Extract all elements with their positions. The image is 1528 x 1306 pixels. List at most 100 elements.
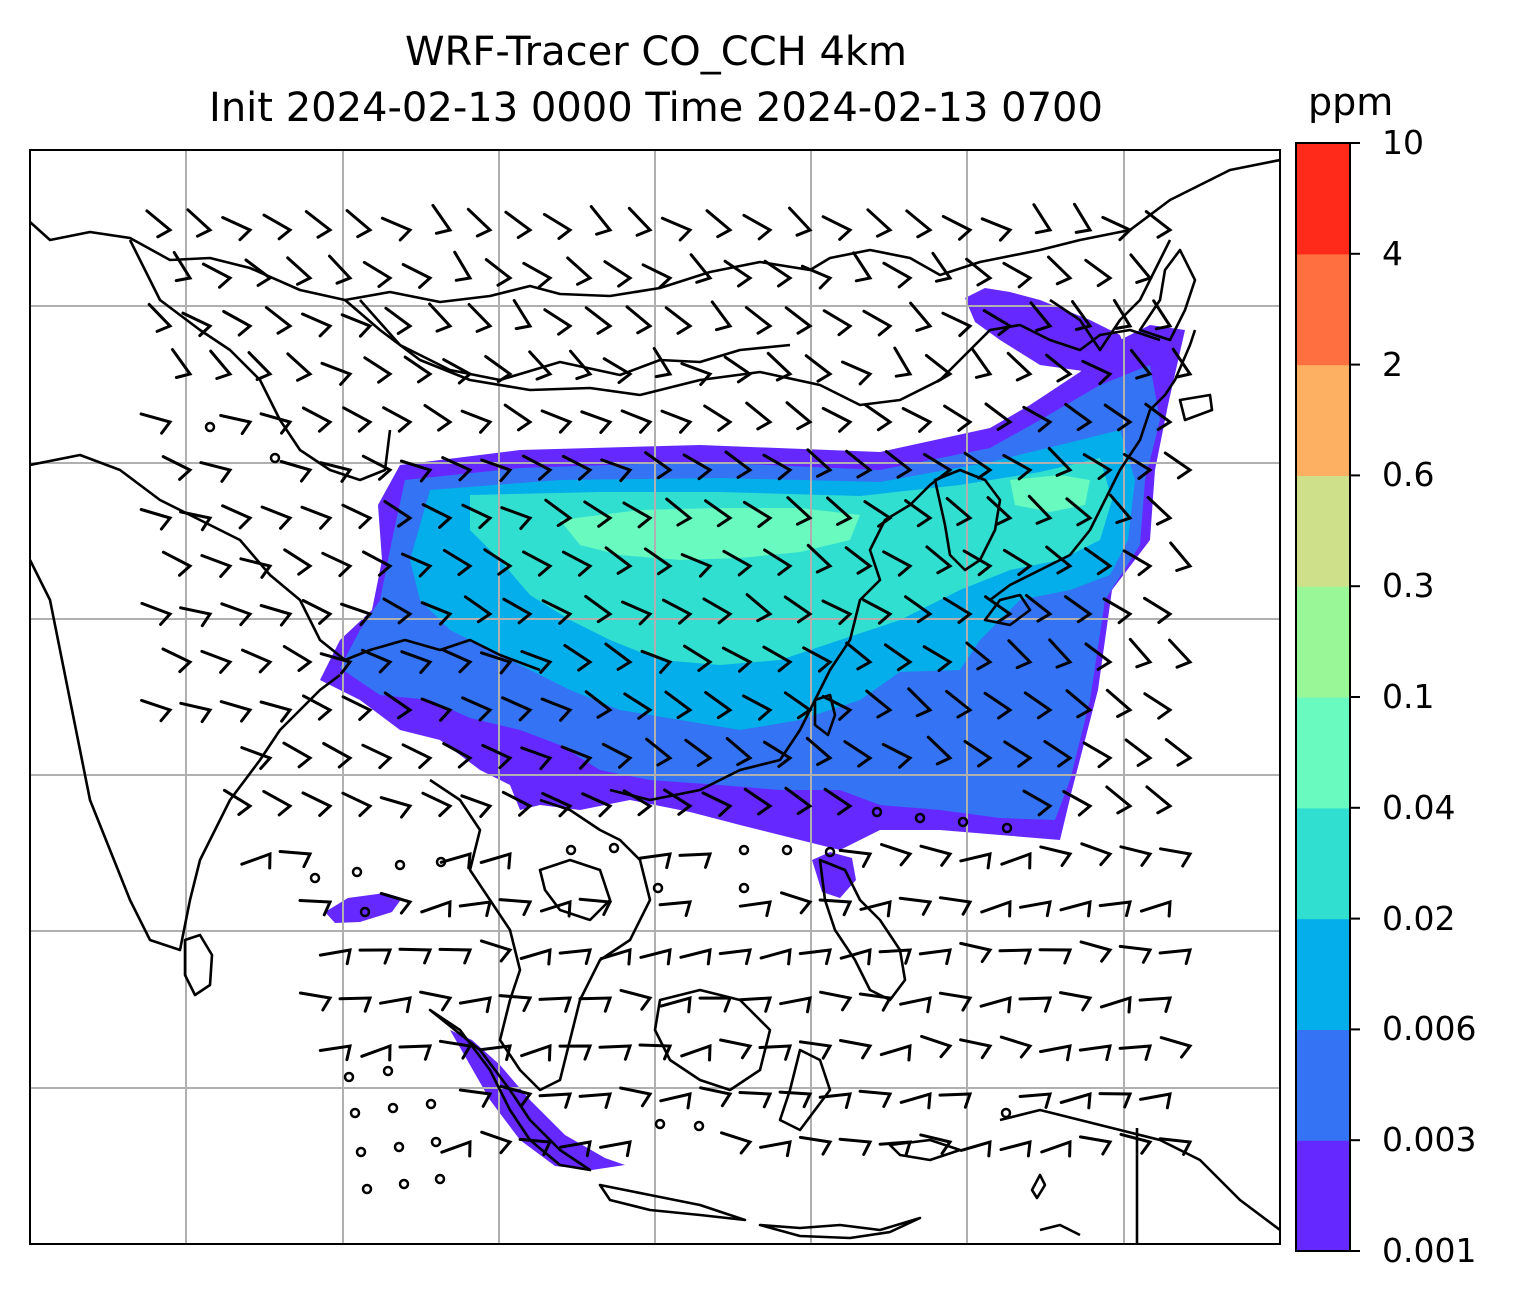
wind-barb <box>431 203 453 235</box>
wind-barb <box>1007 639 1033 670</box>
colorbar-segment <box>1296 807 1350 920</box>
wind-barb <box>1144 210 1173 239</box>
wind-barb <box>222 788 253 816</box>
wind-barb <box>738 1091 773 1109</box>
wind-barb <box>518 1137 553 1157</box>
coastline-sakhalin <box>1138 248 1197 342</box>
wind-barb <box>480 458 513 483</box>
wind-barb <box>1059 1091 1092 1110</box>
wind-barb <box>259 700 293 723</box>
wind-barb <box>965 641 993 671</box>
wind-barb <box>758 1044 793 1061</box>
wind-barb <box>800 264 833 290</box>
wind-barb <box>400 650 433 674</box>
wind-barb <box>1105 785 1133 815</box>
wind-barb <box>798 948 832 966</box>
wind-barb <box>519 947 552 966</box>
wind-barb <box>538 996 573 1013</box>
wind-barb <box>259 604 293 627</box>
wind-barb <box>480 1130 513 1155</box>
wind-barb <box>980 899 1012 918</box>
colorbar-tick-label: 2 <box>1382 344 1403 384</box>
wind-barb <box>559 1140 592 1158</box>
coastlines-borders <box>30 158 1280 1244</box>
calm-wind-marker <box>434 1173 446 1185</box>
wind-barb <box>1022 789 1053 817</box>
coastline-india <box>30 559 341 952</box>
calm-wind-marker <box>269 452 281 464</box>
wind-barb <box>621 600 653 626</box>
colorbar-tick-label: 0.1 <box>1382 677 1435 716</box>
wind-barb <box>199 461 233 483</box>
wind-barb <box>379 796 413 819</box>
wind-barb <box>852 251 873 283</box>
wind-barb <box>639 948 672 966</box>
wind-barb <box>358 948 393 965</box>
wind-barb <box>541 599 573 625</box>
wind-barb <box>140 698 173 723</box>
wind-barb <box>361 454 393 481</box>
wind-barb <box>1084 258 1113 288</box>
calm-wind-marker <box>608 842 620 854</box>
wind-barb <box>625 305 653 335</box>
wind-barb <box>880 843 913 867</box>
wind-barb <box>1059 899 1092 918</box>
wind-barb <box>879 1043 912 1062</box>
wind-barb <box>918 948 952 966</box>
wind-barb <box>680 553 713 578</box>
wind-barb <box>1071 300 1093 331</box>
wind-barb <box>543 308 573 336</box>
wind-barb <box>1047 255 1073 286</box>
wind-barb <box>540 697 573 722</box>
wind-barb <box>701 791 733 817</box>
wind-barb <box>920 1034 953 1059</box>
colorbar-tick-label: 0.04 <box>1382 787 1456 827</box>
wind-barb <box>580 410 613 434</box>
wind-barb <box>461 696 493 722</box>
calm-wind-marker <box>382 1065 394 1077</box>
wind-barb <box>538 1092 573 1109</box>
wind-barb <box>904 499 933 528</box>
calm-wind-marker <box>204 421 216 433</box>
calm-wind-marker <box>1001 822 1013 834</box>
wind-barb <box>479 851 512 870</box>
wind-barb <box>1062 790 1093 817</box>
wind-barb <box>698 996 733 1013</box>
colorbar-segment <box>1296 475 1350 587</box>
wind-barb <box>620 409 653 434</box>
wind-barb <box>680 362 713 386</box>
wind-barb <box>338 996 373 1013</box>
wind-barb <box>744 306 773 335</box>
wind-barb <box>839 1039 873 1060</box>
wind-barb <box>360 1043 392 1062</box>
calm-wind-marker <box>738 882 750 894</box>
wind-barb <box>1023 691 1053 720</box>
wind-barb <box>863 500 893 528</box>
wind-barb <box>322 742 353 769</box>
wind-barb <box>200 649 233 674</box>
wind-barb <box>319 461 353 483</box>
wind-barb <box>822 309 853 337</box>
wind-barb <box>724 450 753 479</box>
wind-barb <box>345 209 373 239</box>
wind-barb <box>453 250 473 282</box>
wind-barb <box>420 697 453 722</box>
wind-barb <box>884 450 913 479</box>
wind-barb <box>682 453 713 481</box>
wind-barb <box>600 458 633 483</box>
calm-wind-marker <box>565 844 577 856</box>
wind-barb <box>161 455 193 481</box>
wind-barb <box>1000 851 1032 870</box>
wind-barb <box>641 263 673 289</box>
calm-wind-marker <box>430 1136 442 1148</box>
wind-barb <box>1003 740 1033 768</box>
wind-barb <box>719 1038 753 1060</box>
wind-barb <box>442 742 473 769</box>
wind-barb <box>544 498 573 527</box>
wind-barb <box>959 852 992 870</box>
wind-barb <box>498 898 533 917</box>
coastline-china-east <box>609 468 951 802</box>
wind-barb <box>171 348 193 379</box>
wind-barb <box>1122 452 1153 480</box>
wind-barb <box>244 258 273 287</box>
